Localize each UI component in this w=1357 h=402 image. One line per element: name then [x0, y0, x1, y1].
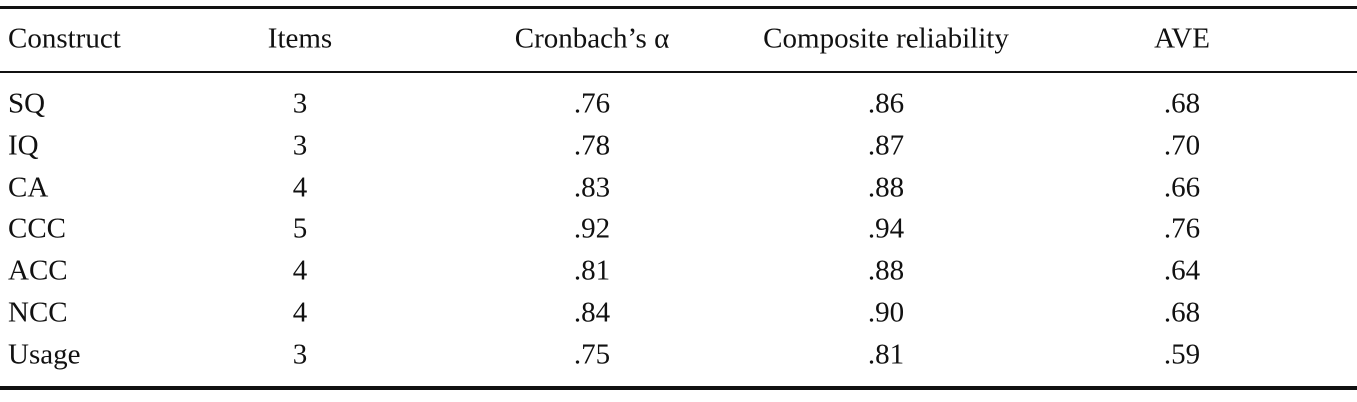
table-cell: .81: [867, 338, 905, 371]
table-cell: .68: [1163, 87, 1201, 120]
table-cell: 4: [292, 171, 308, 204]
table-cell: .76: [573, 87, 611, 120]
table-cell: .76: [1163, 212, 1201, 245]
bottom-rule: [0, 386, 1357, 390]
table-cell: .90: [867, 296, 905, 329]
table-cell: .88: [867, 254, 905, 287]
table-cell: .83: [573, 171, 611, 204]
column-header: Composite reliability: [763, 22, 1009, 55]
row-label: SQ: [8, 87, 46, 120]
table-cell: .88: [867, 171, 905, 204]
table-cell: 3: [292, 129, 308, 162]
table-cell: 3: [292, 338, 308, 371]
table-cell: .92: [573, 212, 611, 245]
table-cell: .70: [1163, 129, 1201, 162]
table-cell: .81: [573, 254, 611, 287]
column-header: Items: [267, 22, 333, 55]
table-cell: 5: [292, 212, 308, 245]
header-rule: [0, 71, 1357, 73]
table-cell: .68: [1163, 296, 1201, 329]
table-cell: .84: [573, 296, 611, 329]
table-cell: .64: [1163, 254, 1201, 287]
table-cell: .66: [1163, 171, 1201, 204]
row-label: IQ: [8, 129, 39, 162]
table-cell: .94: [867, 212, 905, 245]
column-header: Construct: [8, 22, 121, 55]
row-label: CA: [8, 171, 49, 204]
table-cell: .75: [573, 338, 611, 371]
table-cell: 3: [292, 87, 308, 120]
column-header: Cronbach’s α: [514, 22, 670, 55]
column-header: AVE: [1154, 22, 1210, 55]
row-label: ACC: [8, 254, 68, 287]
row-label: Usage: [8, 338, 81, 371]
table-cell: .78: [573, 129, 611, 162]
row-label: CCC: [8, 212, 67, 245]
table-cell: 4: [292, 254, 308, 287]
table-cell: .86: [867, 87, 905, 120]
top-rule: [0, 6, 1357, 9]
table-cell: .59: [1163, 338, 1201, 371]
table-cell: 4: [292, 296, 308, 329]
table-cell: .87: [867, 129, 905, 162]
row-label: NCC: [8, 296, 68, 329]
